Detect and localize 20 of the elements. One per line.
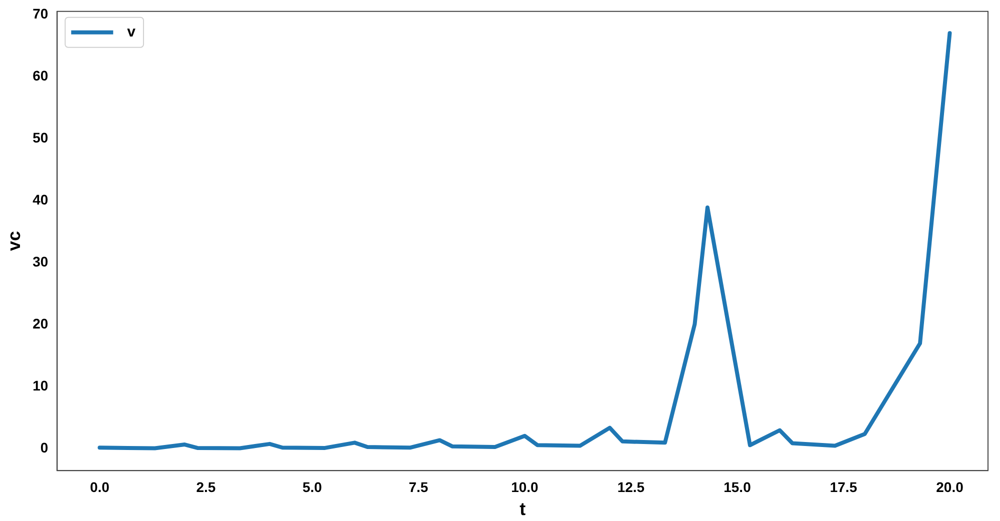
y-tick-label: 40 (32, 192, 48, 208)
y-tick-label: 20 (32, 316, 48, 332)
x-tick-label: 15.0 (724, 478, 752, 495)
y-tick-label: 0 (40, 440, 48, 456)
x-tick-label: 20.0 (936, 478, 964, 495)
x-axis-title: t (520, 499, 526, 520)
y-tick-label: 50 (32, 129, 48, 146)
y-tick-label: 70 (32, 5, 48, 22)
x-tick-label: 7.5 (408, 478, 428, 495)
y-tick-label: 60 (32, 67, 48, 84)
y-axis-title: vc (4, 230, 24, 252)
x-tick-label: 10.0 (511, 478, 539, 495)
y-tick-label: 30 (32, 254, 48, 270)
y-tick-label: 10 (32, 378, 48, 394)
legend-label: v (127, 24, 136, 41)
x-tick-label: 2.5 (196, 478, 216, 495)
x-tick-label: 12.5 (617, 478, 645, 495)
x-tick-label: 5.0 (302, 478, 322, 495)
x-tick-label: 0.0 (90, 478, 110, 495)
x-tick-label: 17.5 (830, 478, 858, 495)
